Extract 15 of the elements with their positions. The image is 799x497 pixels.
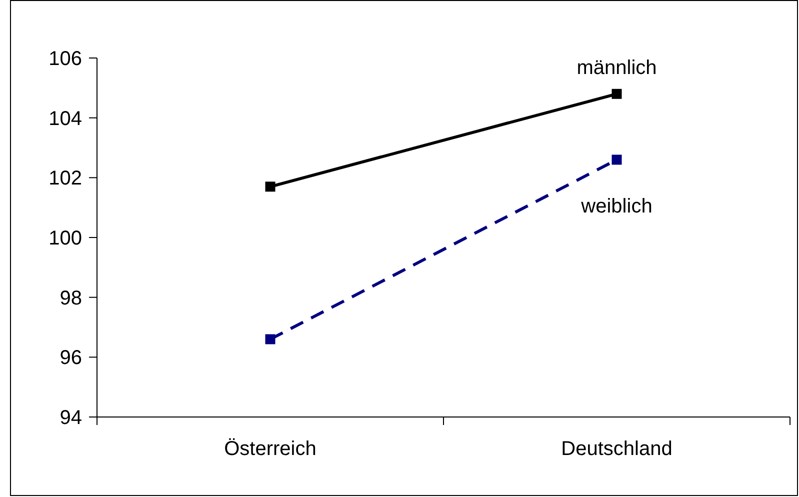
- y-tick-label: 98: [60, 287, 82, 310]
- y-tick-label: 104: [48, 108, 82, 130]
- x-tick-label: Deutschland: [561, 438, 672, 460]
- point: [612, 154, 622, 165]
- point: [265, 334, 276, 344]
- y-tick-label: 96: [60, 347, 82, 370]
- y-tick-label: 102: [48, 168, 82, 190]
- point: [612, 88, 622, 99]
- series-label: weiblich: [580, 196, 652, 218]
- x-tick-label: Österreich: [224, 438, 316, 460]
- series-label: männlich: [576, 56, 657, 79]
- y-tick-label: 94: [60, 407, 82, 429]
- y-tick-label: 100: [48, 228, 82, 250]
- point: [265, 182, 276, 192]
- y-tick-label: 106: [48, 48, 82, 70]
